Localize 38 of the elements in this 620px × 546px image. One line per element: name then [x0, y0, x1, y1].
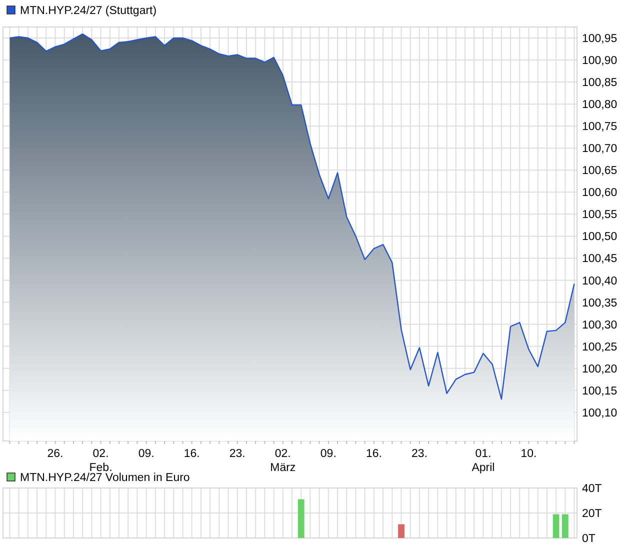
bar	[298, 499, 304, 538]
y-tick-label: 100,40	[582, 275, 618, 288]
y-tick-label: 100,55	[582, 209, 618, 222]
bar	[398, 524, 404, 538]
y-tick-label: 100,65	[582, 165, 618, 178]
y-tick-label: 100,20	[582, 363, 618, 376]
x-tick-label: 16.	[366, 448, 382, 460]
y-tick-label: 100,45	[582, 253, 618, 266]
bar	[552, 514, 560, 538]
x-tick-label: 26.	[47, 448, 64, 460]
y-tick-label: 100,75	[582, 121, 618, 134]
x-tick-label: 02. Feb.	[89, 448, 112, 474]
y-tick-label: 100,30	[582, 319, 618, 332]
x-tick-label: 10.	[520, 448, 537, 460]
y-tick-label: 40T	[582, 483, 602, 496]
y-tick-label: 100,60	[582, 187, 618, 200]
x-tick-label: 23.	[411, 448, 428, 460]
x-tick-label: 09.	[320, 448, 336, 460]
y-tick-label: 100,10	[582, 407, 618, 420]
x-tick-label: 16.	[184, 448, 200, 460]
x-tick-label: 23.	[229, 448, 246, 460]
y-tick-label: 20T	[582, 508, 602, 520]
y-tick-label: 100,50	[582, 231, 618, 244]
y-tick-label: 100,90	[582, 55, 618, 68]
legend-label: MTN.HYP.24/27 Volumen in Euro	[20, 472, 190, 484]
y-tick-label: 100,15	[582, 385, 618, 398]
y-tick-label: 100,70	[582, 143, 618, 156]
y-tick-label: 100,25	[582, 341, 618, 354]
y-tick-label: 100,95	[582, 33, 618, 46]
y-tick-label: 100,80	[582, 99, 618, 112]
y-tick-label: 100,85	[582, 77, 618, 90]
bar	[562, 514, 568, 538]
x-tick-label: 02. März	[270, 448, 296, 474]
y-tick-label: 100,35	[582, 297, 618, 310]
legend-label: MTN.HYP.24/27 (Stuttgart)	[20, 5, 157, 17]
x-tick-label: 01. April	[472, 448, 495, 474]
y-tick-label: 0T	[582, 533, 596, 546]
x-tick-label: 09.	[138, 448, 154, 460]
